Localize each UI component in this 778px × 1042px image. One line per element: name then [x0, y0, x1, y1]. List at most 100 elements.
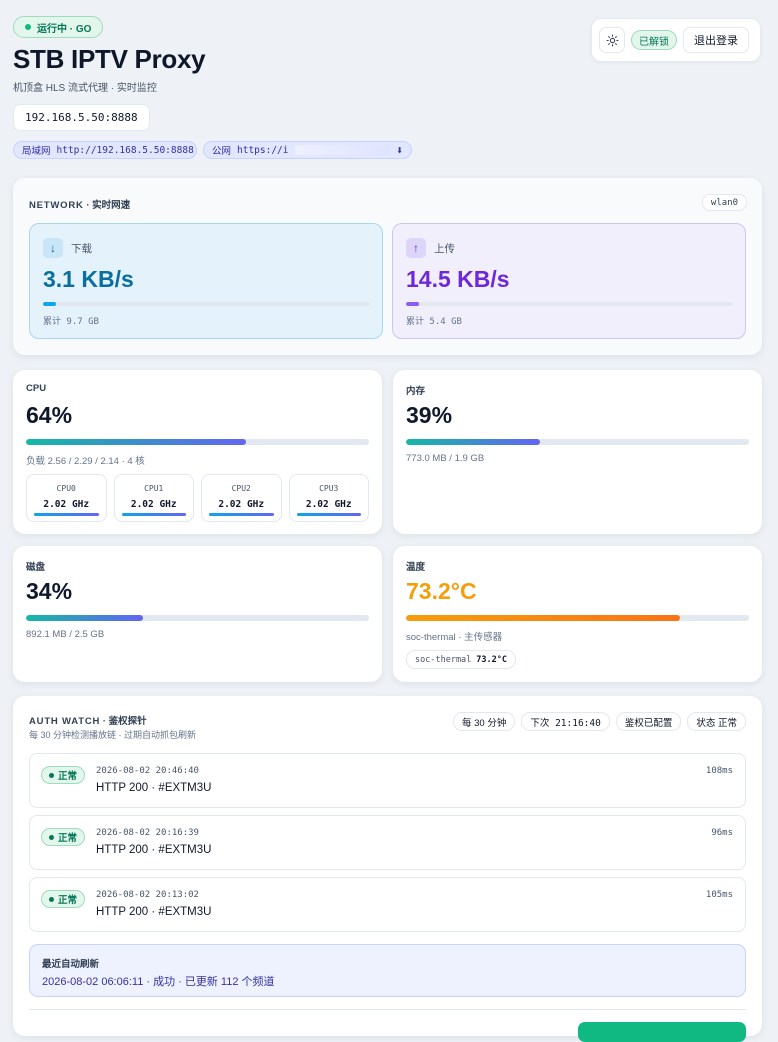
upload-bar	[406, 302, 733, 306]
check-status: 正常	[58, 895, 78, 906]
ok-status-badge: 正常	[41, 828, 86, 846]
core-frequency: 2.02 GHz	[43, 499, 90, 510]
cpu-core: CPU1 2.02 GHz	[113, 474, 194, 522]
download-bar	[43, 302, 370, 306]
core-bar	[34, 513, 99, 516]
status-text: 运行中 · GO	[37, 23, 92, 35]
network-card: NETWORK · 实时网速 wlan0 ↓ 下载 3.1 KB/s 累计 9.…	[13, 178, 762, 355]
theme-toggle-button[interactable]	[599, 27, 625, 53]
check-result: HTTP 200 · #EXTM3U	[96, 844, 212, 856]
core-bar	[121, 513, 186, 516]
core-name: CPU0	[56, 484, 76, 493]
core-bar	[209, 513, 274, 516]
interval-chip: 每 30 分钟	[453, 712, 516, 731]
check-time: 2026-08-02 20:16:39	[96, 828, 199, 838]
download-speed: 3.1 KB/s	[43, 266, 134, 292]
wan-tag: 公网	[212, 146, 232, 157]
ok-status-badge: 正常	[41, 890, 86, 908]
logout-button[interactable]: 退出登录	[683, 27, 749, 53]
upload-arrow-icon: ↑	[406, 238, 426, 258]
disk-label: 磁盘	[26, 562, 46, 573]
auth-title: AUTH WATCH · 鉴权探针	[29, 713, 147, 727]
temperature-value: 73.2°C	[406, 578, 477, 604]
network-title-sub: · 实时网速	[83, 200, 131, 211]
last-refresh-panel: 最近自动刷新 2026-08-02 06:06:11 · 成功 · 已更新 11…	[29, 944, 746, 997]
check-result: HTTP 200 · #EXTM3U	[96, 906, 212, 918]
cpu-core: CPU2 2.02 GHz	[201, 474, 282, 522]
disk-bar-fill	[26, 615, 143, 621]
page-subtitle: 机顶盒 HLS 流式代理 · 实时监控	[13, 83, 157, 94]
disk-value: 34%	[26, 578, 73, 604]
auth-watch-card: AUTH WATCH · 鉴权探针 每 30 分钟检测播放链 · 过期自动抓包刷…	[13, 696, 762, 1042]
download-arrow-icon: ↓	[43, 238, 63, 258]
upload-bar-fill	[406, 302, 420, 306]
auth-chips: 每 30 分钟 下次 21:16:40 鉴权已配置 状态 正常	[453, 712, 746, 731]
network-title-main: NETWORK	[29, 200, 84, 211]
cpu-bar	[26, 439, 369, 445]
disk-detail: 892.1 MB / 2.5 GB	[26, 629, 105, 640]
cpu-core-grid: CPU0 2.02 GHz CPU1 2.02 GHz CPU2 2.02 GH…	[26, 474, 369, 522]
auth-description: 每 30 分钟检测播放链 · 过期自动抓包刷新	[29, 730, 197, 740]
check-row: 正常 2026-08-02 20:46:40 HTTP 200 · #EXTM3…	[29, 753, 746, 808]
auth-title-sub: · 鉴权探针	[100, 716, 147, 727]
cpu-card: CPU 64% 负载 2.56 / 2.29 / 2.14 · 4 核 CPU0…	[13, 370, 382, 534]
page-title: STB IPTV Proxy	[13, 44, 206, 74]
unlocked-badge: 已解锁	[631, 30, 677, 50]
check-time: 2026-08-02 20:46:40	[96, 766, 199, 776]
core-bar	[296, 513, 361, 516]
disk-card: 磁盘 34% 892.1 MB / 2.5 GB	[13, 546, 382, 682]
core-name: CPU1	[144, 484, 164, 493]
download-bar-fill	[43, 302, 57, 306]
download-panel: ↓ 下载 3.1 KB/s 累计 9.7 GB	[29, 223, 383, 339]
lan-url-chip[interactable]: 局域网 http://192.168.5.50:8888	[13, 141, 197, 159]
download-label: 下载	[71, 243, 92, 255]
status-dot-icon	[49, 772, 54, 778]
check-row: 正常 2026-08-02 20:16:39 HTTP 200 · #EXTM3…	[29, 815, 746, 870]
disk-bar	[26, 615, 369, 621]
auth-configured-chip: 鉴权已配置	[615, 712, 682, 731]
top-actions: 已解锁 退出登录	[591, 18, 761, 62]
download-total: 累计 9.7 GB	[43, 317, 99, 327]
lan-tag: 局域网	[22, 146, 51, 157]
upload-speed: 14.5 KB/s	[406, 266, 510, 292]
cpu-bar-fill	[26, 439, 246, 445]
upload-label: 上传	[434, 243, 455, 255]
cpu-value: 64%	[26, 402, 73, 428]
memory-bar-fill	[406, 439, 540, 445]
ok-status-badge: 正常	[41, 766, 86, 784]
upload-total: 累计 5.4 GB	[406, 317, 462, 327]
wan-url-redacted	[294, 145, 391, 155]
refresh-detail: 2026-08-02 06:06:11 · 成功 · 已更新 112 个频道	[42, 976, 275, 988]
status-dot-icon	[49, 834, 54, 840]
temperature-detail: soc-thermal · 主传感器	[406, 632, 503, 643]
cpu-load: 负载 2.56 / 2.29 / 2.14 · 4 核	[26, 456, 145, 467]
wan-url-chip[interactable]: 公网 https://i ⬇	[203, 141, 412, 159]
core-frequency: 2.02 GHz	[218, 499, 265, 510]
memory-value: 39%	[406, 402, 453, 428]
cpu-core: CPU3 2.02 GHz	[288, 474, 369, 522]
memory-label: 内存	[406, 386, 426, 397]
check-latency: 105ms	[705, 890, 733, 900]
core-name: CPU2	[231, 484, 251, 493]
check-status: 正常	[58, 833, 78, 844]
core-frequency: 2.02 GHz	[130, 499, 177, 510]
auth-action-button[interactable]	[578, 1022, 746, 1042]
temperature-label: 温度	[406, 562, 426, 573]
sensor-value: 73.2°C	[476, 654, 508, 665]
check-row: 正常 2026-08-02 20:13:02 HTTP 200 · #EXTM3…	[29, 877, 746, 932]
status-badge: 运行中 · GO	[13, 16, 104, 38]
temperature-bar	[406, 615, 749, 621]
sun-icon	[606, 34, 618, 46]
memory-card: 内存 39% 773.0 MB / 1.9 GB	[393, 370, 762, 534]
cpu-core: CPU0 2.02 GHz	[26, 474, 107, 522]
status-dot-icon	[25, 24, 31, 30]
divider	[29, 1009, 746, 1010]
address-display[interactable]: 192.168.5.50:8888	[13, 104, 150, 131]
check-result: HTTP 200 · #EXTM3U	[96, 782, 212, 794]
check-latency: 96ms	[711, 828, 733, 838]
lan-url: http://192.168.5.50:8888	[56, 144, 194, 156]
download-icon[interactable]: ⬇	[396, 145, 403, 155]
check-status: 正常	[58, 771, 78, 782]
cpu-label: CPU	[26, 383, 47, 394]
next-run-chip: 下次 21:16:40	[521, 712, 610, 731]
